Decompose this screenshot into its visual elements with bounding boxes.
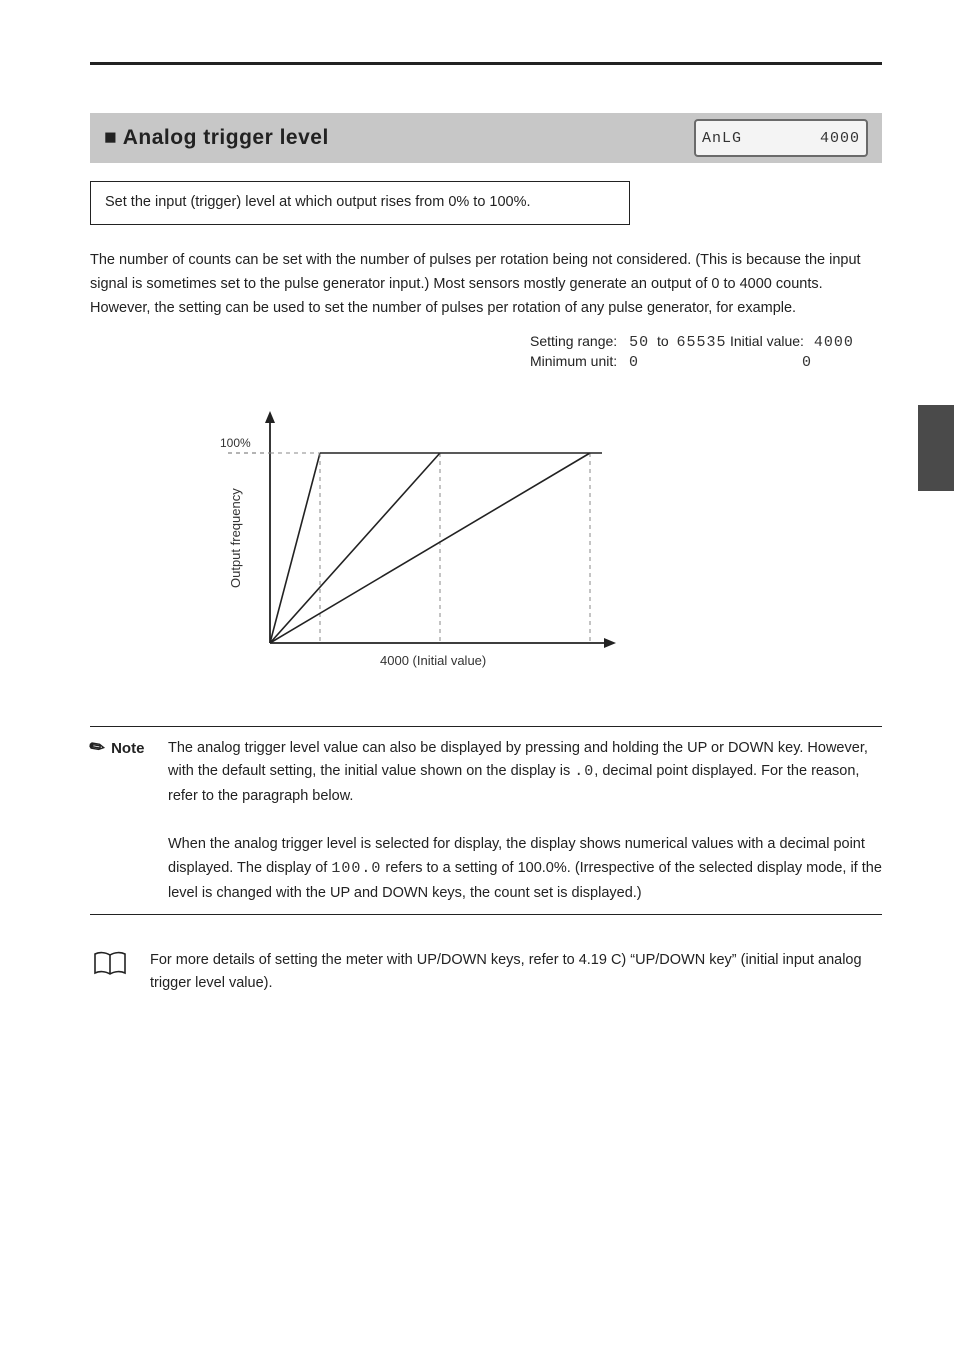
lcd-param-code: AnLG	[702, 130, 742, 147]
reference-text: For more details of setting the meter wi…	[150, 949, 882, 995]
setting-range-low: 50	[629, 334, 649, 351]
note-block: ✎Note The analog trigger level value can…	[90, 726, 882, 910]
reference-block: For more details of setting the meter wi…	[90, 949, 882, 995]
note-label-cell: ✎Note	[90, 731, 154, 906]
section-heading-band: ■ Analog trigger level AnLG 4000	[90, 113, 882, 163]
setting-range-high: 65535	[677, 334, 727, 351]
svg-text:Output frequency: Output frequency	[228, 487, 243, 587]
note-seg-2: 100.0	[331, 860, 381, 877]
initial-value: 4000	[814, 334, 854, 351]
trigger-level-chart: 100% Output frequency 4000 (Initial value)	[210, 397, 882, 700]
minimum-unit-label: Minimum unit:	[530, 353, 617, 369]
note-label: Note	[111, 740, 144, 757]
section-title: ■ Analog trigger level	[104, 126, 329, 150]
side-tab	[918, 405, 954, 491]
lcd-display: AnLG 4000	[694, 119, 868, 157]
svg-text:4000 (Initial value): 4000 (Initial value)	[380, 653, 486, 668]
summary-text: Set the input (trigger) level at which o…	[105, 194, 531, 210]
chart-svg: 100% Output frequency 4000 (Initial value)	[210, 397, 630, 697]
description-paragraph: The number of counts can be set with the…	[90, 249, 882, 321]
lcd-param-value: 4000	[820, 130, 860, 147]
book-icon	[90, 949, 130, 980]
minimum-unit-value: 0	[629, 354, 639, 371]
note-seg-1: .0	[574, 763, 594, 780]
range-block: Setting range: 50 to 65535 Initial value…	[90, 333, 882, 371]
setting-range-label: Setting range:	[530, 333, 617, 349]
minimum-unit-value-2: 0	[802, 354, 812, 371]
note-bottom-rule	[90, 914, 882, 915]
setting-range-to: to	[657, 333, 669, 349]
note-body: The analog trigger level value can also …	[168, 731, 882, 906]
svg-text:100%: 100%	[220, 436, 251, 450]
top-rule	[90, 62, 882, 65]
initial-value-label: Initial value:	[730, 333, 804, 349]
summary-box: Set the input (trigger) level at which o…	[90, 181, 630, 225]
pencil-icon: ✎	[85, 734, 109, 760]
